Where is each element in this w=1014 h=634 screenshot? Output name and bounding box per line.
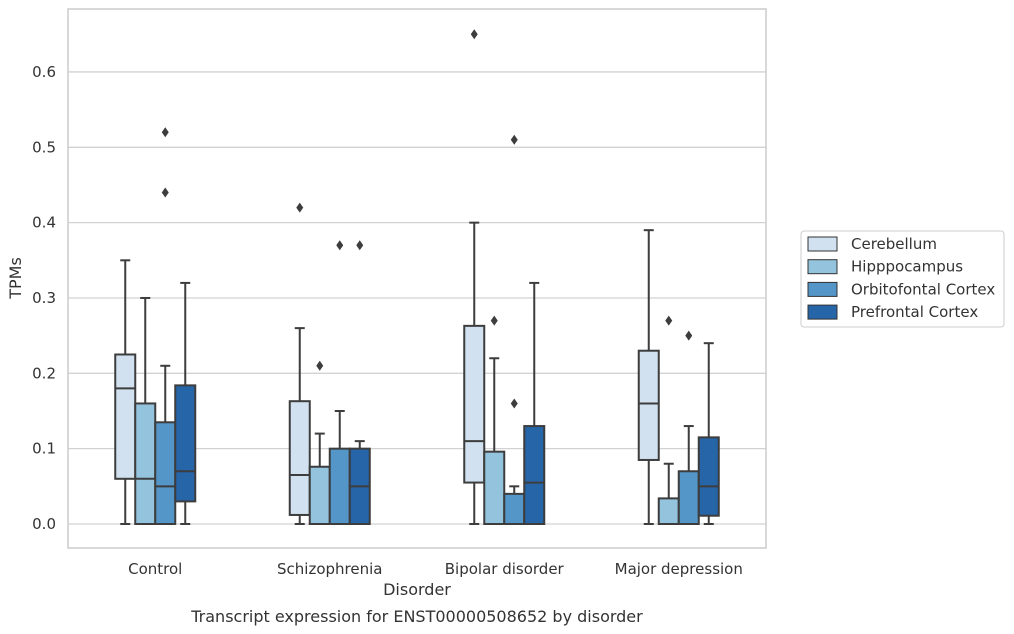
legend-item-label: Orbitofontal Cortex [851, 280, 995, 298]
box-0-3 [174, 281, 197, 525]
x-tick-label: Schizophrenia [277, 560, 382, 578]
box-3-0 [637, 229, 660, 525]
outlier-point [470, 29, 478, 40]
box-3-3 [697, 342, 720, 525]
box-body [308, 465, 331, 526]
box-body [677, 470, 700, 525]
outlier-point [161, 187, 169, 198]
box-body [114, 353, 137, 480]
boxes [114, 29, 720, 526]
outlier-point [490, 315, 498, 326]
x-tick-label: Control [128, 560, 182, 578]
outlier-point [665, 315, 673, 326]
box-body [637, 349, 660, 461]
box-body [328, 447, 351, 525]
outlier-point [296, 202, 304, 213]
box-body [134, 402, 157, 525]
outlier-point [356, 240, 364, 251]
x-tick-label: Bipolar disorder [445, 560, 565, 578]
legend-item-label: Cerebellum [851, 235, 937, 253]
box-2-1 [483, 315, 506, 526]
box-body [174, 384, 197, 503]
box-1-2 [328, 240, 351, 525]
box-2-3 [523, 281, 546, 526]
y-tick-label: 0.2 [32, 364, 56, 382]
outlier-point [685, 330, 693, 341]
y-tick-label: 0.1 [32, 440, 56, 458]
y-tick-label: 0.0 [32, 515, 56, 533]
y-tick-label: 0.6 [32, 63, 56, 81]
box-body [523, 425, 546, 526]
box-body [154, 421, 177, 525]
box-0-2 [154, 127, 177, 525]
outlier-point [510, 134, 518, 145]
box-body [483, 450, 506, 526]
outlier-point [510, 398, 518, 409]
y-tick-label: 0.3 [32, 289, 56, 307]
y-tick-label: 0.4 [32, 214, 56, 232]
y-tick-labels: 0.0 0.1 0.2 0.3 0.4 0.5 0.6 [32, 63, 56, 533]
box-body [503, 492, 526, 526]
legend-swatch [807, 259, 838, 275]
box-0-0 [114, 259, 137, 525]
y-axis-label: TPMs [6, 257, 25, 300]
x-tick-label: Major depression [615, 560, 743, 578]
box-body [697, 436, 720, 517]
legend-swatch [807, 281, 838, 297]
outlier-point [316, 360, 324, 371]
box-body [288, 400, 311, 516]
box-3-1 [657, 315, 680, 525]
legend: Cerebellum Hipppocampus Orbitofontal Corte… [800, 230, 1005, 328]
x-tick-labels: Control Schizophrenia Bipolar disorder Majo… [128, 560, 743, 578]
x-axis-label: Disorder [383, 580, 451, 599]
outlier-point [336, 240, 344, 251]
box-1-3 [348, 240, 371, 525]
legend-swatch [807, 304, 838, 320]
box-0-1 [134, 296, 157, 525]
legend-swatch [807, 236, 838, 252]
plot-frame [67, 8, 767, 549]
box-1-0 [288, 202, 311, 525]
box-body [463, 324, 486, 484]
outlier-point [161, 127, 169, 138]
box-3-2 [677, 330, 700, 525]
box-2-0 [463, 29, 486, 525]
y-tick-label: 0.5 [32, 138, 56, 156]
legend-item-label: Prefrontal Cortex [851, 303, 978, 321]
box-body [657, 497, 680, 525]
legend-frame [800, 230, 1005, 328]
chart-title: Transcript expression for ENST0000050865… [190, 607, 643, 626]
legend-item-label: Hipppocampus [851, 258, 963, 276]
